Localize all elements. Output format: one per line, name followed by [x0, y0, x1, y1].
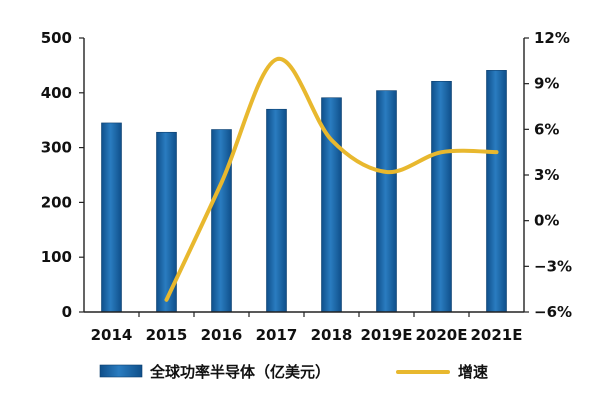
- right-tick-label: 9%: [534, 75, 559, 93]
- bar-2021E: [486, 70, 507, 313]
- x-tick-label: 2020E: [416, 326, 468, 344]
- right-tick-label: −3%: [534, 257, 572, 275]
- bar-2014: [101, 122, 122, 313]
- legend-swatch-bar: [99, 364, 143, 378]
- x-tick-label: 2021E: [471, 326, 523, 344]
- legend-label-bar: 全球功率半导体（亿美元）: [149, 363, 330, 381]
- bar-series: [101, 70, 507, 313]
- left-tick-label: 0: [62, 303, 72, 321]
- left-tick-label: 500: [41, 29, 72, 47]
- right-tick-label: 0%: [534, 212, 559, 230]
- x-tick-label: 2014: [91, 326, 133, 344]
- x-tick-label: 2015: [146, 326, 188, 344]
- right-tick-label: 12%: [534, 29, 570, 47]
- left-tick-label: 100: [41, 248, 72, 266]
- x-tick-label: 2018: [311, 326, 353, 344]
- tick-labels: 0 100 200 300 400 500 −6% −3% 0% 3% 6% 9% 12% 2014 201…: [41, 29, 572, 344]
- right-tick-label: 6%: [534, 120, 559, 138]
- right-tick-label: 3%: [534, 166, 559, 184]
- growth-rate-line: [164, 57, 499, 302]
- left-tick-label: 300: [41, 139, 72, 157]
- bar-2017: [266, 108, 287, 313]
- legend: 全球功率半导体（亿美元） 增速: [99, 363, 488, 381]
- bar-2016: [211, 129, 232, 313]
- bar-2019E: [376, 90, 397, 313]
- left-tick-label: 400: [41, 84, 72, 102]
- bar-2020E: [431, 80, 452, 313]
- x-tick-label: 2016: [201, 326, 243, 344]
- line-series: [164, 57, 499, 302]
- axes: [79, 37, 529, 317]
- x-tick-label: 2019E: [361, 326, 413, 344]
- right-tick-label: −6%: [534, 303, 572, 321]
- x-tick-label: 2017: [256, 326, 298, 344]
- left-tick-label: 200: [41, 193, 72, 211]
- legend-label-line: 增速: [458, 363, 488, 381]
